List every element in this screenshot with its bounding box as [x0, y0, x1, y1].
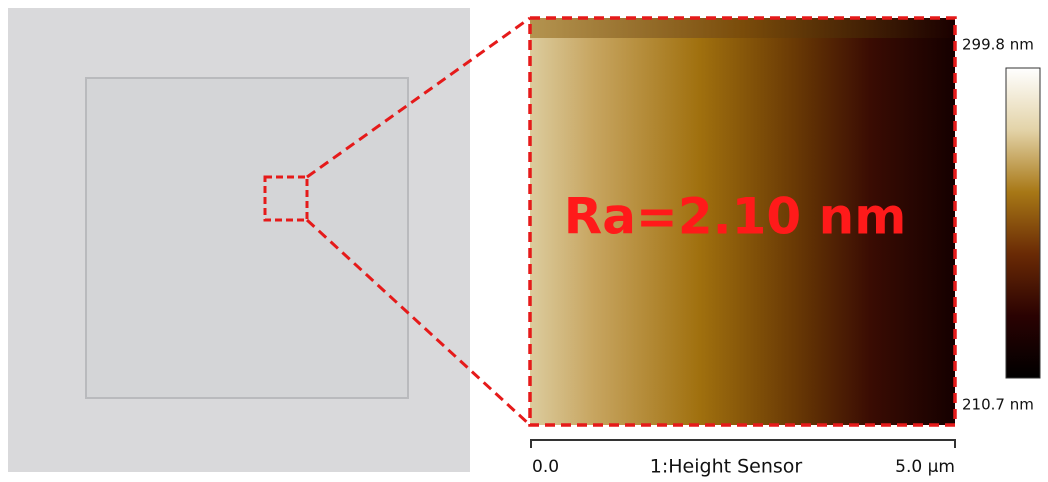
- color-bar: [1006, 68, 1040, 378]
- roughness-label: Ra=2.10 nm: [564, 188, 907, 246]
- sample-film: [86, 78, 408, 398]
- color-scale: 299.8 nm 210.7 nm: [962, 36, 1040, 414]
- axis-start-label: 0.0: [532, 457, 559, 477]
- photo: [8, 8, 470, 472]
- x-axis: 0.0 1:Height Sensor 5.0 µm: [531, 440, 955, 478]
- axis-end-label: 5.0 µm: [895, 457, 955, 477]
- axis-title: 1:Height Sensor: [650, 456, 803, 478]
- axis-bracket: [531, 440, 955, 448]
- afm-image: Ra=2.10 nm: [530, 18, 955, 425]
- scale-min-label: 210.7 nm: [962, 396, 1034, 414]
- scan-artifact: [530, 18, 955, 38]
- figure: Ra=2.10 nm 299.8 nm 210.7 nm 0.0 1:Heigh…: [0, 0, 1048, 482]
- scale-max-label: 299.8 nm: [962, 36, 1034, 54]
